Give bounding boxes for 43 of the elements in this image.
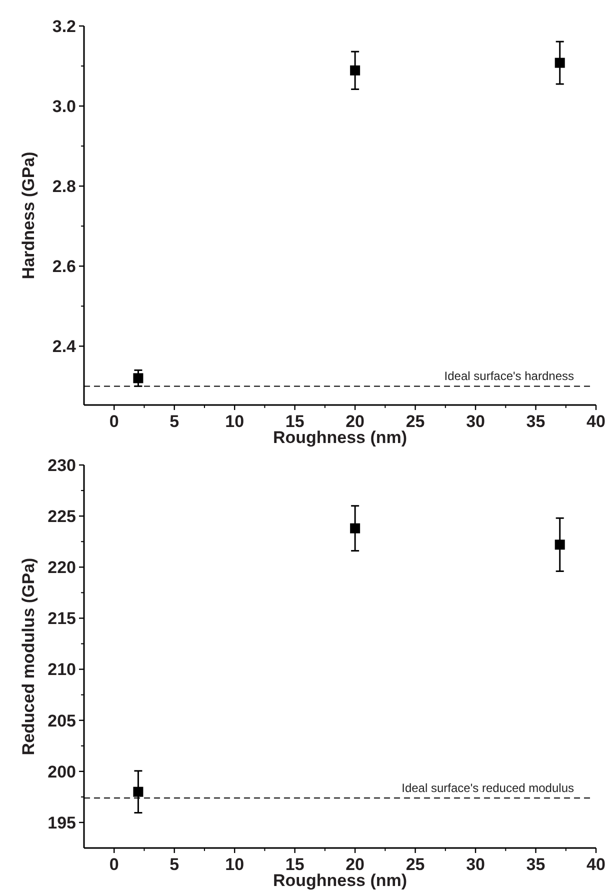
point (350, 523, 360, 534)
x-tick-label: 30 (466, 412, 485, 431)
x-tick-label: 25 (406, 412, 425, 431)
x-tick-label: 40 (586, 412, 606, 431)
x-tick-label: 20 (346, 412, 365, 431)
x-tick-label: 40 (586, 855, 606, 874)
y-tick-label: 195 (48, 813, 76, 832)
x-axis-title: Roughness (nm) (272, 428, 408, 447)
point (554, 540, 565, 550)
y-tick-label: 3.2 (52, 16, 76, 36)
y-tick-label: 200 (48, 762, 76, 782)
x-tick-label: 0 (109, 855, 119, 874)
y-axis-title: Hardness (GPa) (19, 152, 38, 280)
x-tick-label: 10 (225, 855, 244, 874)
y-tick-label: 215 (48, 609, 76, 628)
ref-line-label: Ideal surface's reduced modulus (402, 780, 574, 795)
ref-line-label: Ideal surface's hardness (444, 369, 574, 384)
y-tick-label: 220 (48, 558, 76, 578)
x-tick-label: 0 (109, 412, 119, 431)
y-tick-label: 225 (48, 507, 76, 526)
x-tick-label: 15 (285, 412, 304, 431)
y-tick-label: 3.0 (52, 96, 76, 116)
y-tick-label: 230 (48, 456, 76, 475)
y-tick-label: 2.6 (52, 257, 76, 276)
y-axis-title: Reduced modulus (GPa) (19, 558, 38, 756)
x-tick-label: 10 (225, 412, 244, 431)
point (133, 786, 144, 797)
x-axis-title: Roughness (nm) (272, 871, 408, 890)
x-tick-label: 25 (406, 855, 425, 874)
x-tick-label: 30 (466, 855, 485, 874)
x-tick-label: 15 (285, 855, 304, 874)
y-tick-label: 205 (48, 711, 76, 730)
x-tick-label: 20 (346, 855, 365, 874)
y-tick-label: 2.4 (52, 337, 77, 356)
y-tick-label: 2.8 (52, 177, 76, 196)
point (350, 65, 360, 76)
x-tick-label: 35 (526, 855, 546, 874)
y-tick-label: 210 (48, 660, 76, 680)
x-tick-label: 35 (526, 412, 546, 431)
point (133, 373, 144, 384)
x-tick-label: 5 (170, 412, 180, 431)
x-tick-label: 5 (170, 855, 180, 874)
point (554, 58, 565, 68)
